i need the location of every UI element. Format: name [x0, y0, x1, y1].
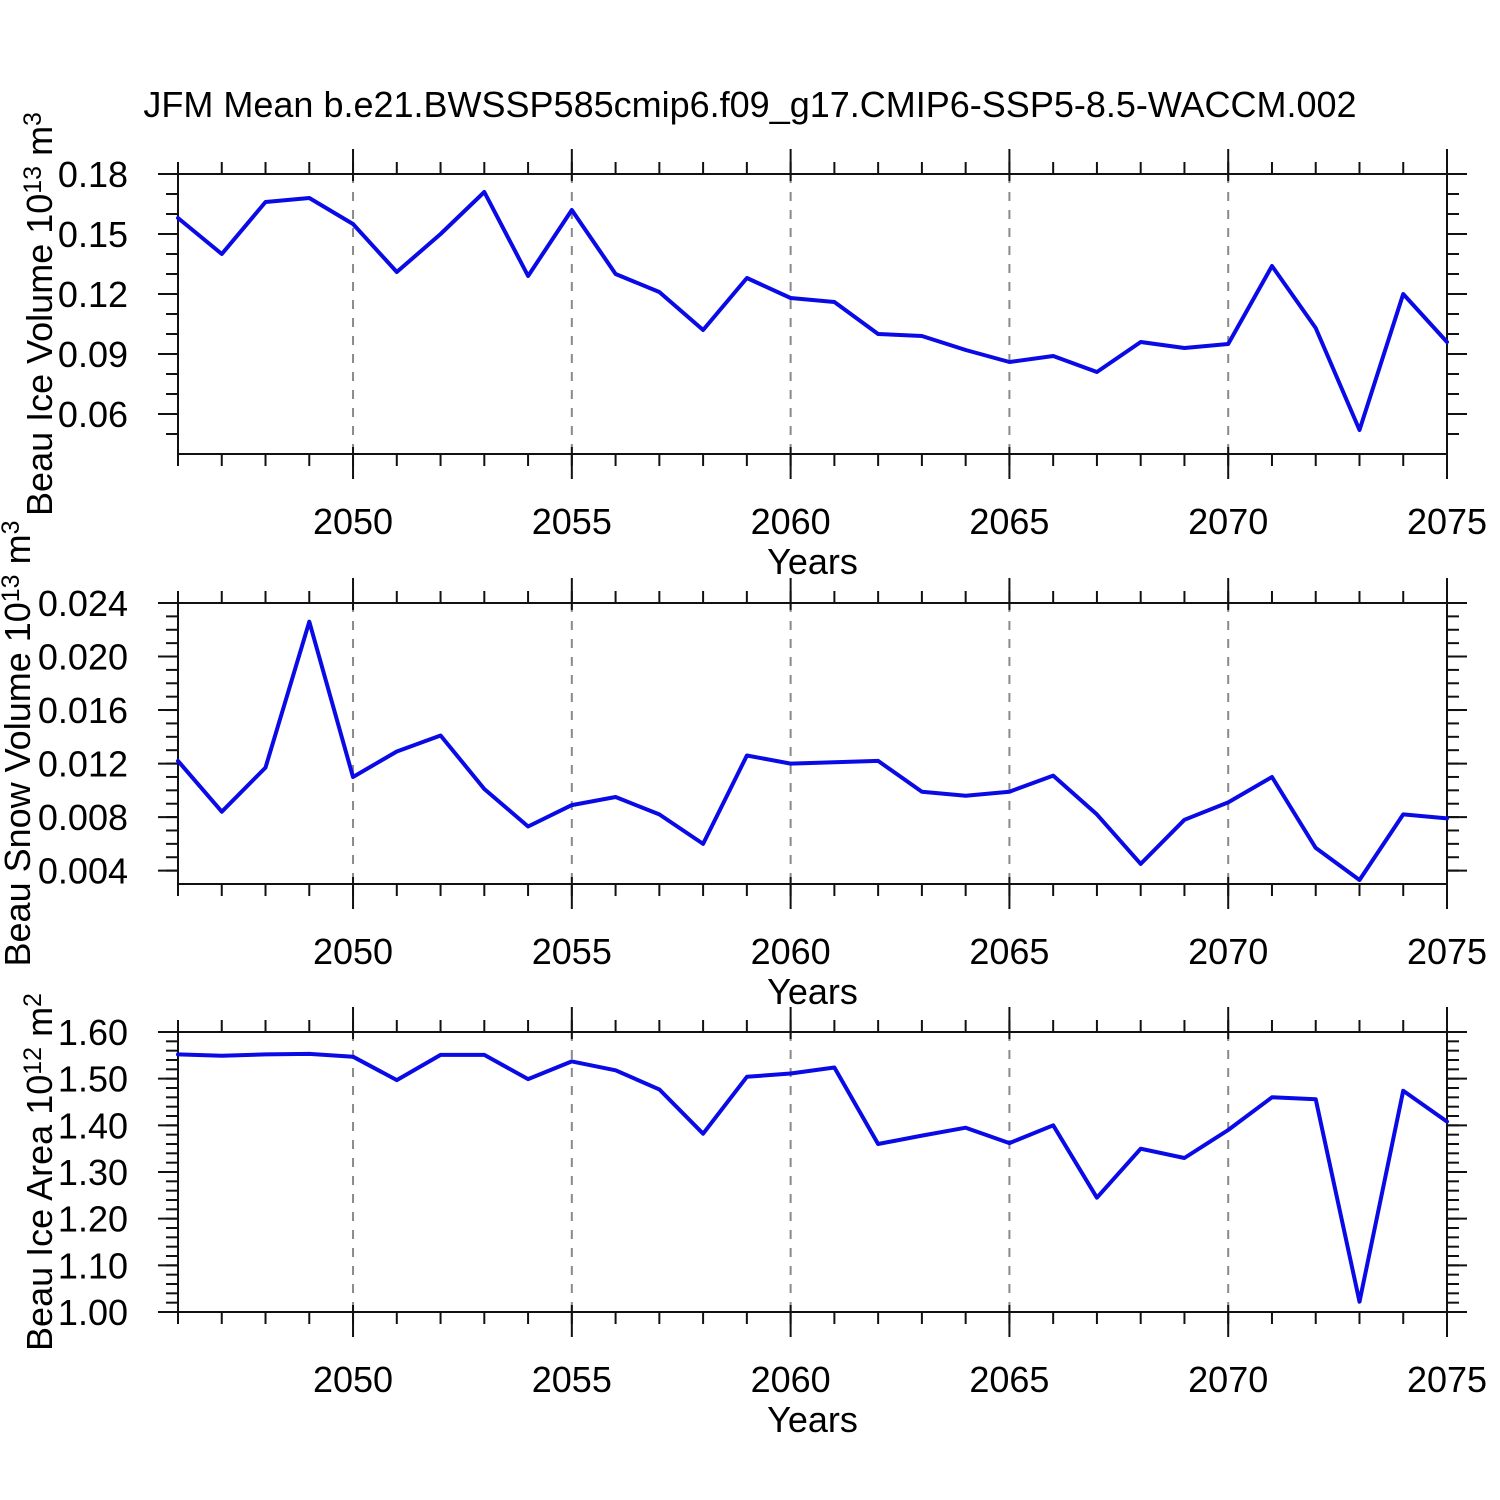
y-tick-label: 1.00	[58, 1292, 128, 1333]
x-tick-label: 2050	[313, 931, 393, 972]
y-tick-label: 1.50	[58, 1059, 128, 1100]
x-tick-label: 2050	[313, 1359, 393, 1400]
x-tick-label: 2060	[751, 501, 831, 542]
x-tick-label: 2055	[532, 501, 612, 542]
x-tick-label: 2065	[969, 1359, 1049, 1400]
y-tick-label: 1.60	[58, 1012, 128, 1053]
x-tick-label: 2055	[532, 1359, 612, 1400]
x-axis-title: Years	[767, 541, 858, 582]
x-axis-title: Years	[767, 1399, 858, 1440]
y-tick-label: 0.020	[38, 637, 128, 678]
y-tick-label: 0.004	[38, 851, 128, 892]
x-tick-label: 2075	[1407, 1359, 1487, 1400]
x-tick-label: 2070	[1188, 501, 1268, 542]
series-line-beau-ice-volume	[176, 190, 1449, 432]
y-tick-label: 0.016	[38, 690, 128, 731]
y-axis-title: Beau Ice Volume 1013 m3	[19, 112, 60, 516]
y-tick-label: 0.09	[58, 334, 128, 375]
y-axis-title: Beau Ice Area 1012 m2	[19, 993, 60, 1351]
x-tick-label: 2060	[751, 931, 831, 972]
x-tick-label: 2060	[751, 1359, 831, 1400]
panel-frame	[177, 173, 1448, 455]
panel-frame	[177, 1031, 1448, 1313]
x-tick-label: 2065	[969, 501, 1049, 542]
y-tick-label: 0.18	[58, 154, 128, 195]
y-tick-label: 0.06	[58, 394, 128, 435]
y-tick-label: 1.30	[58, 1152, 128, 1193]
x-tick-label: 2075	[1407, 931, 1487, 972]
y-tick-label: 1.20	[58, 1199, 128, 1240]
series-line-beau-ice-area	[176, 1051, 1449, 1304]
series-line-beau-snow-volume	[176, 619, 1449, 882]
x-tick-label: 2070	[1188, 1359, 1268, 1400]
y-tick-label: 0.12	[58, 274, 128, 315]
y-tick-label: 0.15	[58, 214, 128, 255]
y-tick-label: 0.008	[38, 797, 128, 838]
x-tick-label: 2065	[969, 931, 1049, 972]
x-tick-label: 2070	[1188, 931, 1268, 972]
panel-frame	[177, 602, 1448, 885]
y-axis-title: Beau Snow Volume 1013 m3	[0, 521, 38, 967]
x-tick-label: 2050	[313, 501, 393, 542]
x-axis-title: Years	[767, 971, 858, 1012]
figure-title: JFM Mean b.e21.BWSSP585cmip6.f09_g17.CMI…	[143, 84, 1357, 125]
y-tick-label: 0.012	[38, 744, 128, 785]
y-tick-label: 1.40	[58, 1105, 128, 1146]
y-tick-label: 0.024	[38, 583, 128, 624]
x-tick-label: 2075	[1407, 501, 1487, 542]
x-tick-label: 2055	[532, 931, 612, 972]
y-tick-label: 1.10	[58, 1245, 128, 1286]
